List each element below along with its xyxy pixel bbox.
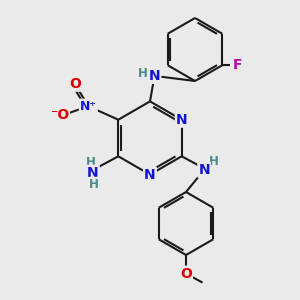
Text: O: O — [180, 267, 192, 280]
Text: H: H — [86, 156, 96, 169]
Text: N: N — [87, 166, 99, 180]
Text: N⁺: N⁺ — [80, 100, 97, 113]
Text: N: N — [176, 113, 188, 127]
Text: H: H — [138, 67, 148, 80]
Text: N: N — [144, 168, 156, 182]
Text: H: H — [89, 178, 99, 191]
Text: N: N — [198, 163, 210, 177]
Text: H: H — [209, 155, 219, 168]
Text: O: O — [69, 77, 81, 91]
Text: F: F — [233, 58, 243, 72]
Text: N: N — [149, 69, 160, 83]
Text: ⁻O: ⁻O — [50, 108, 69, 122]
